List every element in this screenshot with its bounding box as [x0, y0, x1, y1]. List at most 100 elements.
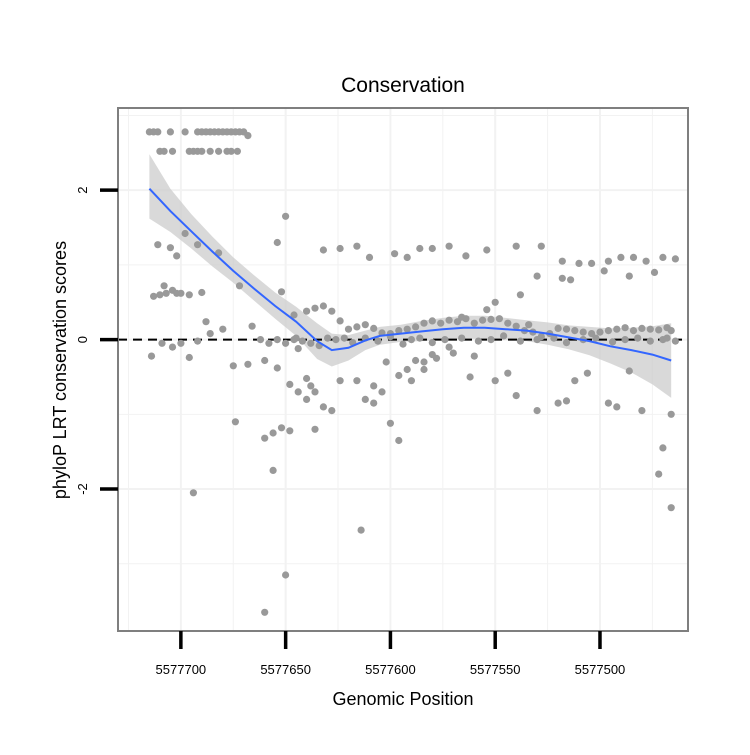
data-point	[500, 332, 508, 340]
data-point	[290, 311, 298, 319]
data-point	[370, 324, 378, 332]
data-point	[550, 334, 558, 342]
data-point	[198, 147, 206, 155]
data-point	[273, 364, 281, 372]
data-point	[273, 336, 281, 344]
data-point	[332, 336, 340, 344]
data-point	[336, 317, 344, 325]
x-tick-label: 5577650	[260, 662, 311, 677]
data-point	[244, 360, 252, 368]
data-point	[361, 395, 369, 403]
data-point	[634, 334, 642, 342]
data-point	[168, 147, 177, 155]
data-point	[177, 339, 185, 347]
data-point	[160, 282, 168, 290]
data-point	[491, 298, 499, 306]
data-point	[441, 336, 449, 344]
data-point	[470, 352, 478, 360]
data-point	[319, 246, 327, 254]
data-points	[145, 128, 680, 616]
data-point	[391, 250, 399, 258]
data-point	[370, 399, 378, 407]
data-point	[328, 407, 336, 415]
data-point	[403, 325, 411, 333]
data-point	[261, 356, 269, 365]
data-point	[462, 252, 470, 260]
data-point	[504, 369, 512, 377]
data-point	[659, 444, 667, 452]
data-point	[370, 382, 378, 390]
data-point	[554, 324, 562, 332]
data-point	[336, 377, 344, 385]
data-point	[173, 252, 181, 260]
data-point	[571, 377, 579, 385]
data-point	[227, 147, 235, 155]
data-point	[412, 323, 420, 331]
data-point	[483, 246, 491, 254]
data-point	[198, 288, 206, 297]
data-point	[667, 504, 675, 512]
data-point	[600, 267, 608, 275]
data-point	[562, 339, 571, 347]
data-point	[533, 336, 541, 344]
data-point	[353, 323, 361, 331]
data-point	[504, 319, 512, 327]
data-point	[229, 362, 237, 370]
data-point	[166, 128, 174, 136]
data-point	[365, 253, 374, 261]
data-point	[483, 306, 491, 314]
data-point	[642, 257, 650, 265]
data-point	[638, 324, 646, 332]
data-point	[554, 399, 562, 407]
data-point	[445, 242, 453, 250]
y-tick-label: -2	[75, 483, 90, 495]
data-point	[428, 339, 436, 347]
data-point	[592, 334, 600, 342]
data-point	[277, 424, 286, 432]
data-point	[256, 336, 265, 344]
data-point	[516, 337, 525, 345]
data-point	[453, 318, 462, 326]
data-point	[265, 339, 273, 347]
data-point	[160, 147, 168, 155]
data-point	[173, 289, 181, 297]
data-point	[412, 356, 420, 365]
data-point	[646, 337, 654, 345]
data-point	[537, 242, 545, 250]
data-point	[659, 253, 667, 261]
data-point	[311, 425, 319, 433]
x-axis-ticks: 5577700 5577650 5577600 5577550 5577500	[156, 631, 625, 677]
data-point	[655, 470, 663, 478]
data-point	[277, 288, 286, 296]
data-point	[307, 382, 315, 390]
data-point	[307, 339, 315, 347]
data-point	[403, 253, 411, 261]
data-point	[282, 339, 290, 347]
data-point	[303, 395, 311, 403]
data-point	[154, 128, 162, 136]
data-point	[294, 345, 302, 353]
data-point	[353, 242, 361, 250]
data-point	[562, 325, 571, 333]
data-point	[596, 328, 604, 336]
data-point	[168, 343, 177, 351]
data-point	[215, 147, 223, 155]
data-point	[303, 374, 311, 383]
data-point	[382, 358, 390, 366]
data-point	[671, 337, 680, 345]
data-point	[181, 229, 189, 238]
data-point	[533, 272, 541, 280]
data-point	[357, 526, 365, 534]
data-point	[282, 571, 290, 579]
data-point	[395, 327, 403, 335]
data-point	[282, 212, 290, 220]
data-point	[562, 397, 571, 405]
data-point	[181, 128, 189, 136]
data-point	[650, 268, 659, 276]
data-point	[613, 325, 621, 333]
data-point	[395, 371, 403, 380]
data-point	[294, 388, 302, 396]
data-point	[420, 358, 428, 366]
data-point	[629, 327, 638, 335]
data-point	[233, 147, 241, 155]
